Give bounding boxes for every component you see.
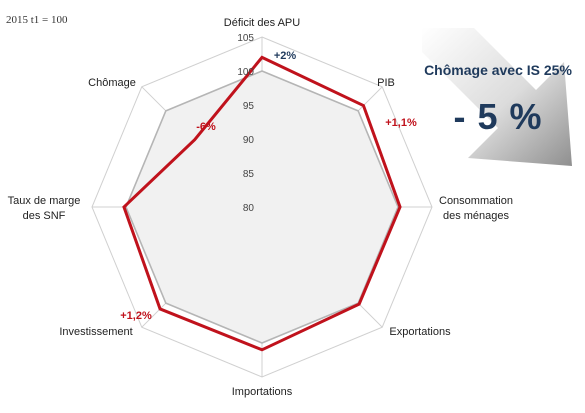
axis-label-2: des ménages [443, 210, 510, 222]
tick-label-80: 80 [243, 203, 255, 214]
annotation-axis-7: -6% [196, 121, 216, 133]
axis-label-6: des SNF [23, 210, 66, 222]
callout-box: Chômage avec IS 25% - 5 % [414, 28, 584, 178]
tick-label-105: 105 [237, 33, 254, 44]
axis-label-6: Taux de marge [8, 195, 81, 207]
radar-series [122, 55, 402, 352]
down-arrow-icon [422, 28, 572, 166]
axis-label-5: Investissement [59, 326, 132, 338]
axis-label-2: Consommation [439, 195, 513, 207]
series-scenario [122, 55, 402, 352]
radar-tick-labels: 80 85 90 95 100 105 [237, 33, 254, 214]
axis-label-1: PIB [377, 77, 395, 89]
axis-label-4: Importations [232, 386, 293, 398]
callout-value: - 5 % [453, 96, 543, 137]
annotation-axis-5: +1,2% [120, 310, 152, 322]
tick-label-100: 100 [237, 67, 254, 78]
tick-label-95: 95 [243, 101, 255, 112]
tick-label-85: 85 [243, 169, 255, 180]
axis-label-0: Déficit des APU [224, 17, 300, 29]
radar-axis-labels: Déficit des APU PIB Consommation des ménage… [8, 17, 513, 398]
annotation-axis-1: +1,1% [385, 117, 417, 129]
annotation-axis-0: +2% [274, 50, 297, 62]
tick-label-90: 90 [243, 135, 255, 146]
callout-title: Chômage avec IS 25% [424, 62, 572, 78]
axis-label-3: Exportations [389, 326, 451, 338]
series-baseline [125, 70, 399, 344]
axis-label-7: Chômage [88, 77, 136, 89]
base-period-label: 2015 t1 = 100 [6, 14, 68, 26]
radar-annotations: +2% +1,1% +1,2% -6% [120, 50, 417, 322]
